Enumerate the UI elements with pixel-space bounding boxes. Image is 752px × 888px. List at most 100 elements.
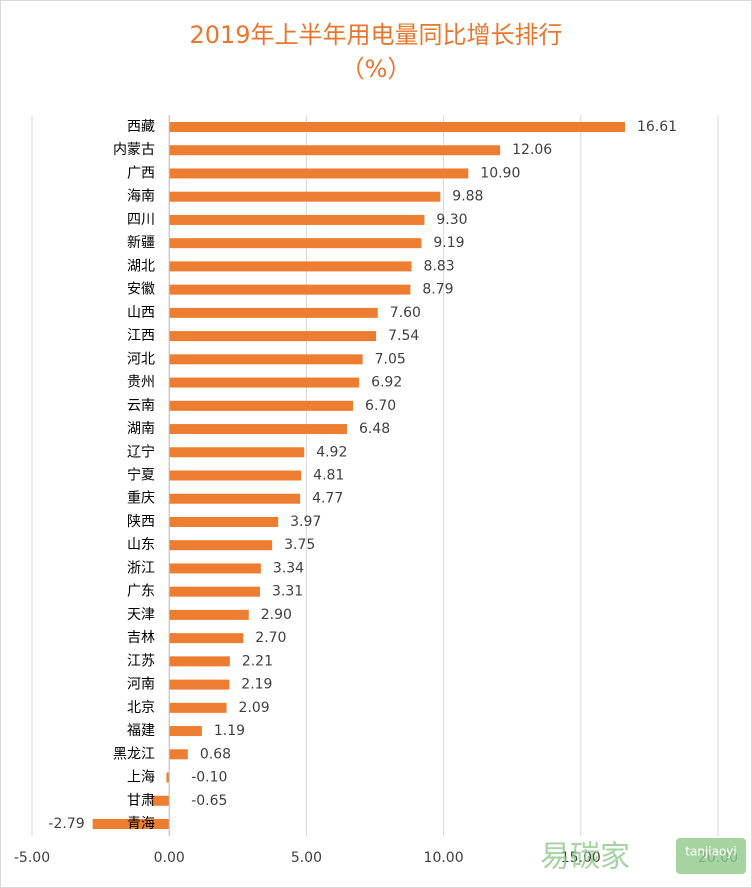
category-label: 宁夏 bbox=[127, 467, 155, 484]
value-label: 9.19 bbox=[433, 235, 464, 251]
category-label: 重庆 bbox=[127, 491, 155, 507]
category-label: 云南 bbox=[127, 398, 155, 414]
bar bbox=[169, 726, 202, 737]
category-label: 北京 bbox=[127, 700, 155, 716]
bar bbox=[169, 238, 422, 249]
value-label: 7.05 bbox=[375, 351, 406, 367]
category-label: 四川 bbox=[127, 212, 155, 228]
value-label: 2.70 bbox=[255, 630, 286, 646]
category-label: 浙江 bbox=[127, 560, 155, 576]
bar bbox=[169, 679, 230, 690]
value-label: 4.81 bbox=[313, 468, 344, 484]
value-label: 2.90 bbox=[261, 607, 292, 623]
category-label: 黑龙江 bbox=[113, 746, 155, 762]
chart-title: 2019年上半年用电量同比增长排行 bbox=[189, 21, 562, 49]
value-label: 6.48 bbox=[359, 421, 390, 437]
bar bbox=[169, 447, 305, 458]
bar bbox=[169, 702, 227, 713]
bar bbox=[169, 191, 441, 202]
bar bbox=[169, 214, 425, 225]
category-label: 新疆 bbox=[127, 235, 155, 251]
x-tick-label: 0.00 bbox=[154, 850, 185, 866]
category-label: 湖南 bbox=[127, 421, 155, 437]
bar bbox=[169, 168, 469, 179]
category-label: 内蒙古 bbox=[113, 142, 155, 158]
category-label: 吉林 bbox=[127, 630, 155, 646]
value-label: 16.61 bbox=[637, 119, 677, 135]
chart-subtitle: （%） bbox=[341, 55, 412, 83]
value-label: 7.60 bbox=[390, 305, 421, 321]
category-label: 山西 bbox=[127, 305, 155, 321]
bar bbox=[169, 261, 412, 272]
value-label: 8.79 bbox=[422, 282, 453, 298]
bar bbox=[169, 284, 411, 295]
bar bbox=[169, 749, 188, 760]
category-label: 湖北 bbox=[127, 258, 155, 274]
category-label: 甘肃 bbox=[127, 793, 155, 809]
category-label: 山东 bbox=[127, 537, 155, 553]
value-label: 4.77 bbox=[312, 491, 343, 507]
bar bbox=[169, 586, 261, 597]
value-label: 8.83 bbox=[423, 258, 454, 274]
value-label: 1.19 bbox=[214, 723, 245, 739]
bar bbox=[169, 540, 273, 551]
bar bbox=[169, 633, 244, 644]
value-label: 3.34 bbox=[273, 560, 304, 576]
bar bbox=[169, 656, 230, 667]
bar bbox=[169, 400, 354, 411]
value-label: 9.88 bbox=[452, 189, 483, 205]
bar bbox=[169, 331, 377, 342]
category-label: 河南 bbox=[127, 677, 155, 693]
category-label: 江西 bbox=[127, 328, 155, 344]
value-label: 3.97 bbox=[290, 514, 321, 530]
value-label: 2.19 bbox=[241, 677, 272, 693]
category-label: 天津 bbox=[127, 607, 155, 623]
bar bbox=[169, 470, 302, 481]
category-label: 陕西 bbox=[127, 514, 155, 530]
value-label: 3.31 bbox=[272, 584, 303, 600]
value-label: 7.54 bbox=[388, 328, 419, 344]
bar bbox=[169, 563, 261, 574]
bar bbox=[169, 145, 501, 156]
bar bbox=[169, 609, 249, 620]
category-label: 上海 bbox=[127, 770, 155, 786]
value-label: 2.09 bbox=[239, 700, 270, 716]
value-label: 12.06 bbox=[512, 142, 552, 158]
value-label: 4.92 bbox=[316, 444, 347, 460]
bar bbox=[169, 424, 348, 435]
category-label: 贵州 bbox=[127, 375, 155, 391]
category-label: 江苏 bbox=[127, 653, 155, 669]
bar bbox=[169, 354, 363, 365]
category-label: 广东 bbox=[127, 584, 155, 600]
watermark-site: tanjiaoyi bbox=[685, 845, 736, 859]
value-label: 3.75 bbox=[284, 537, 315, 553]
value-label: -0.65 bbox=[191, 793, 227, 809]
category-label: 福建 bbox=[127, 723, 155, 739]
category-label: 西藏 bbox=[127, 119, 155, 135]
value-label: 2.21 bbox=[242, 653, 273, 669]
value-label: 9.30 bbox=[436, 212, 467, 228]
bar bbox=[169, 122, 625, 132]
category-label: 河北 bbox=[127, 351, 155, 367]
category-label: 安徽 bbox=[127, 282, 155, 298]
category-label: 广西 bbox=[127, 165, 155, 181]
category-label: 辽宁 bbox=[127, 443, 155, 460]
category-label: 海南 bbox=[127, 189, 155, 205]
x-tick-label: -5.00 bbox=[14, 850, 50, 866]
watermark: 易碳家 bbox=[540, 840, 630, 875]
value-label: -0.10 bbox=[191, 770, 227, 786]
value-label: -2.79 bbox=[48, 816, 84, 832]
bar bbox=[169, 493, 301, 504]
value-label: 10.90 bbox=[480, 165, 520, 181]
x-tick-label: 5.00 bbox=[291, 850, 322, 866]
x-tick-label: 15.00 bbox=[561, 850, 601, 866]
bar bbox=[169, 516, 279, 527]
value-label: 0.68 bbox=[200, 746, 231, 762]
category-label: 青海 bbox=[127, 816, 155, 832]
bar bbox=[92, 819, 170, 829]
bar bbox=[166, 772, 170, 783]
x-tick-label: 10.00 bbox=[424, 850, 464, 866]
value-label: 6.70 bbox=[365, 398, 396, 414]
bar bbox=[169, 377, 360, 388]
